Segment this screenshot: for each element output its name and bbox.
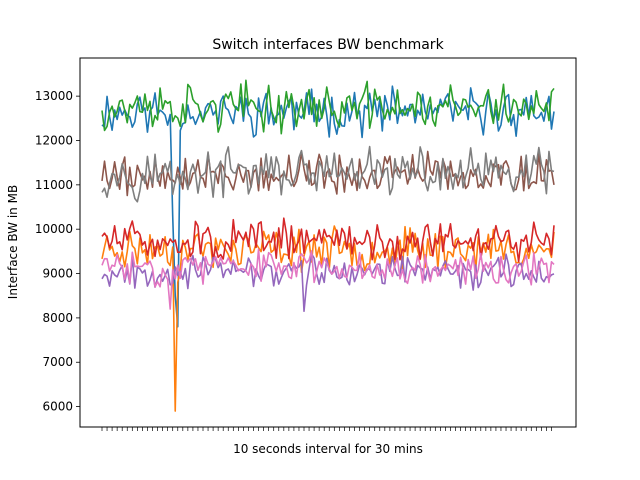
- y-axis-label: Interface BW in MB: [6, 185, 20, 299]
- y-tick-label: 9000: [42, 267, 73, 281]
- series-line-7: [101, 248, 555, 310]
- series-line-3: [101, 79, 555, 135]
- y-axis-ticks: 6000 7000 8000 9000 10000 11000 12000 13000: [35, 89, 80, 414]
- series-line-4: [101, 217, 555, 263]
- y-tick-label: 8000: [42, 311, 73, 325]
- series-layer: [101, 79, 555, 412]
- y-tick-label: 12000: [35, 133, 73, 147]
- y-tick-label: 6000: [42, 400, 73, 414]
- chart-title: Switch interfaces BW benchmark: [212, 37, 444, 53]
- y-tick-label: 7000: [42, 355, 73, 369]
- y-tick-label: 11000: [35, 178, 73, 192]
- plot-frame: [79, 57, 577, 428]
- y-tick-label: 13000: [35, 89, 73, 103]
- series-line-8: [101, 145, 555, 203]
- y-tick-label: 10000: [35, 222, 73, 236]
- x-axis-label: 10 seconds interval for 30 mins: [233, 442, 423, 456]
- x-axis-ticks: [101, 427, 552, 431]
